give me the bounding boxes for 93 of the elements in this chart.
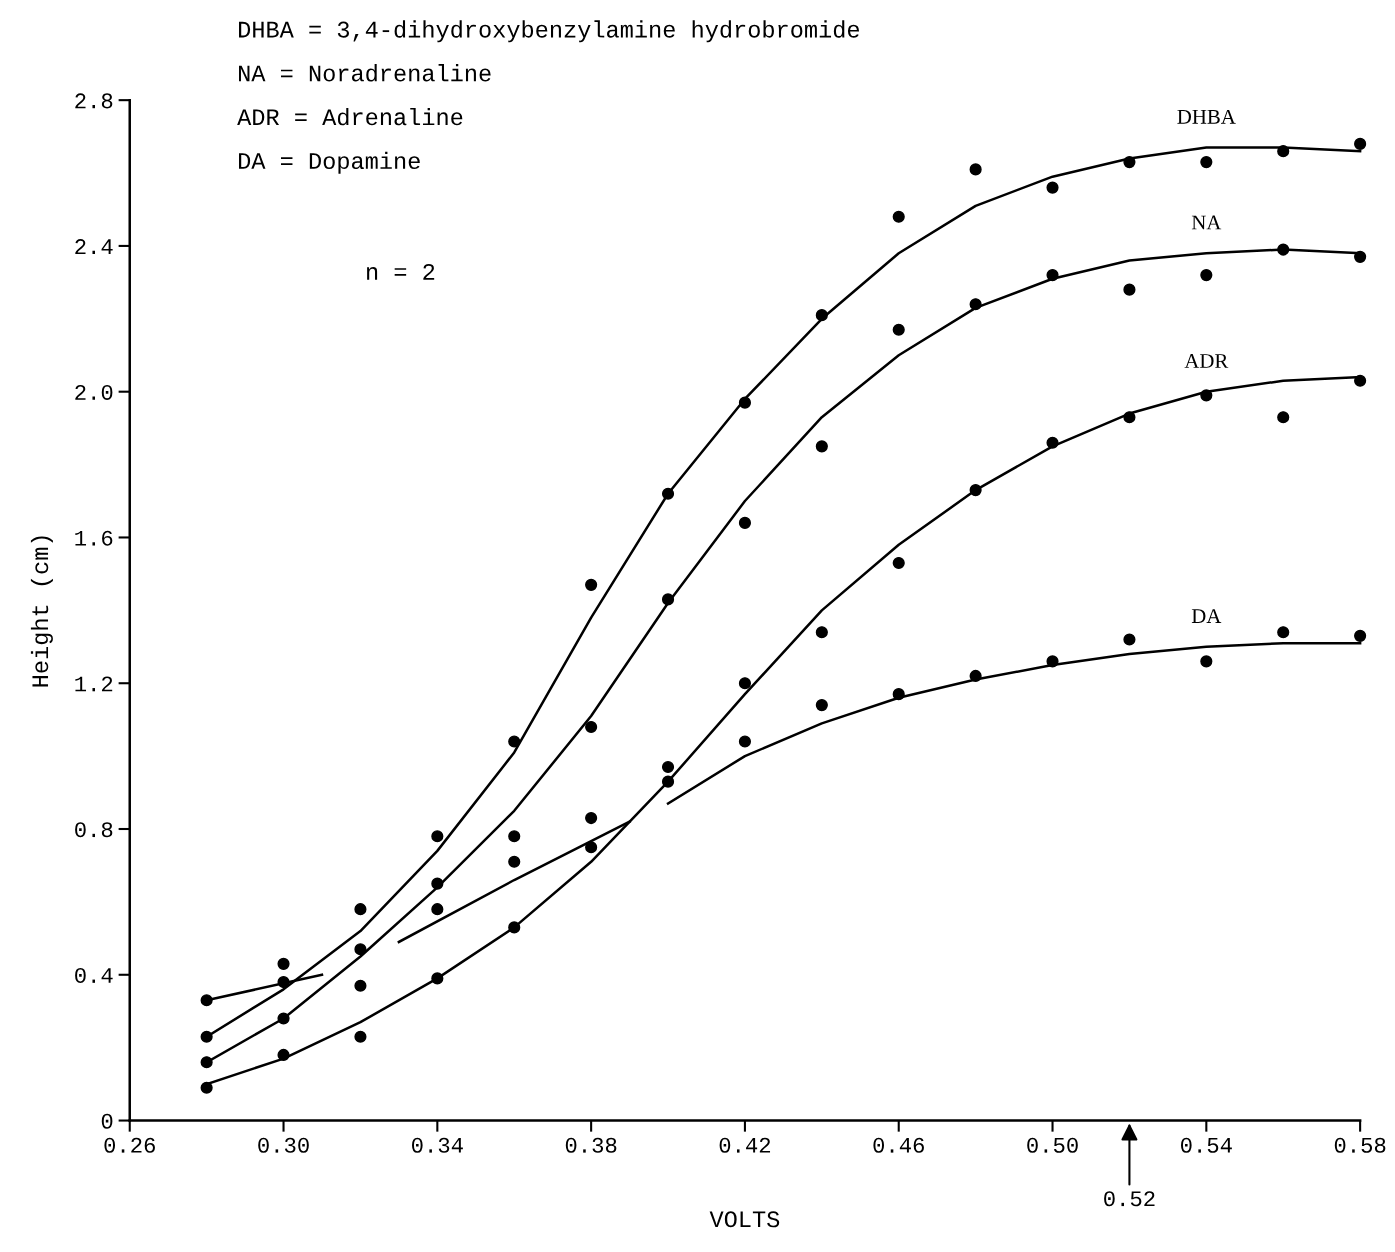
- point: [1354, 374, 1367, 387]
- x-tick-label: 0.58: [1334, 1137, 1386, 1153]
- point: [585, 811, 598, 825]
- annotation: ADR = Adrenaline: [237, 107, 463, 126]
- point: [431, 972, 444, 985]
- y-tick-label: 1.6: [75, 530, 113, 546]
- point: [1200, 156, 1213, 169]
- x-tick-label: 0.42: [719, 1137, 771, 1153]
- point: [277, 1012, 290, 1025]
- text: 0.52: [1104, 1191, 1155, 1207]
- point: [508, 830, 521, 843]
- point: [661, 775, 675, 788]
- series-label: ADR: [1184, 354, 1229, 368]
- point: [585, 720, 598, 734]
- point: [200, 994, 213, 1007]
- point: [1354, 250, 1367, 263]
- x-tick-label: 0.50: [1027, 1137, 1078, 1153]
- point: [969, 669, 982, 683]
- series-label: NA: [1191, 215, 1222, 230]
- x-tick-label: 0.46: [873, 1137, 924, 1153]
- point: [1046, 655, 1059, 668]
- y-tick-label: 0.8: [75, 822, 113, 838]
- point: [738, 735, 752, 748]
- point: [1200, 389, 1213, 402]
- text: NA = Noradrenaline: [239, 64, 491, 82]
- point: [431, 830, 444, 843]
- point: [354, 943, 367, 956]
- point: [1200, 269, 1213, 282]
- series-label: DHBA: [1177, 109, 1236, 124]
- y-tick-label: 2.4: [75, 239, 113, 254]
- point: [1046, 269, 1059, 282]
- x-tick-label: 0.54: [1181, 1137, 1232, 1153]
- point: [815, 626, 828, 639]
- point: [1123, 156, 1136, 169]
- y-tick-label: 0: [101, 1113, 113, 1129]
- point: [969, 298, 982, 311]
- point: [892, 323, 905, 336]
- x-tick-label: 0.34: [412, 1137, 463, 1153]
- point: [508, 735, 521, 748]
- point: [200, 1081, 213, 1094]
- annotation: n = 2: [367, 263, 435, 280]
- y-axis-title: Height (cm): [30, 536, 53, 687]
- x-tick-label: 0.30: [258, 1137, 309, 1153]
- point: [1123, 283, 1136, 296]
- point: [1354, 629, 1367, 642]
- x-tick-label: 0.38: [565, 1137, 617, 1153]
- point: [200, 1056, 213, 1069]
- point: [815, 699, 828, 712]
- point: [431, 903, 444, 916]
- point: [508, 921, 521, 934]
- point: [508, 855, 521, 868]
- point: [1123, 411, 1136, 424]
- x-tick-label: 0.26: [104, 1137, 155, 1153]
- point: [1046, 436, 1059, 449]
- point: [1200, 655, 1213, 668]
- point: [1277, 411, 1290, 424]
- point: [277, 957, 290, 970]
- point: [354, 903, 367, 916]
- x-axis-title: VOLTS: [709, 1211, 780, 1228]
- point: [661, 760, 675, 774]
- point: [661, 593, 675, 606]
- point: [892, 556, 905, 570]
- text: DHBA = 3,4-dihydroxybenzylamine hydrobromide: [239, 20, 860, 43]
- y-tick-label: 0.4: [75, 967, 113, 984]
- point: [969, 163, 982, 176]
- point: [1123, 633, 1136, 646]
- point: [277, 975, 290, 989]
- point: [585, 841, 598, 854]
- point: [1277, 145, 1290, 158]
- point: [277, 1048, 290, 1062]
- point: [1277, 243, 1290, 256]
- point: [815, 440, 828, 453]
- y-tick-label: 1.2: [75, 676, 113, 692]
- point: [738, 396, 752, 409]
- point: [892, 688, 905, 701]
- point: [892, 210, 905, 223]
- point: [200, 1030, 213, 1043]
- y-tick-label: 2.0: [75, 384, 113, 400]
- point: [431, 877, 444, 890]
- point: [1354, 137, 1367, 150]
- y-tick-label: 2.8: [75, 93, 113, 109]
- point: [661, 487, 675, 500]
- series-label: DA: [1191, 609, 1222, 623]
- point: [354, 1030, 367, 1043]
- point: [1277, 626, 1290, 639]
- point: [585, 578, 598, 591]
- point: [738, 677, 752, 690]
- point: [969, 484, 982, 497]
- point: [815, 309, 828, 322]
- annotation: DA = Dopamine: [239, 151, 420, 174]
- point: [1046, 181, 1059, 194]
- point: [738, 516, 752, 529]
- point: [354, 979, 367, 992]
